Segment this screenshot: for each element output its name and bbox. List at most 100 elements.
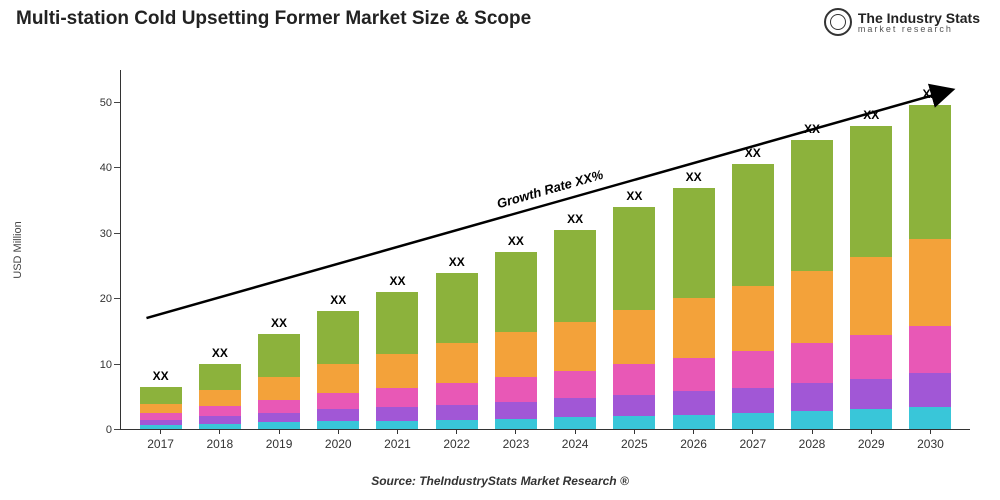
source-attribution: Source: TheIndustryStats Market Research… [0,474,1000,488]
bar-segment [791,271,833,343]
stacked-bar [317,311,359,429]
bar-group: XX2018 [190,346,249,429]
y-axis: 01020304050 [80,70,120,430]
bars-container: XX2017XX2018XX2019XX2020XX2021XX2022XX20… [121,70,970,429]
y-tick-label: 20 [100,293,112,305]
x-tick-mark [752,429,753,434]
x-tick-mark [456,429,457,434]
bar-segment [909,373,951,407]
y-tick-label: 50 [100,97,112,109]
x-tick-mark [515,429,516,434]
y-tick-label: 30 [100,228,112,240]
stacked-bar [140,387,182,429]
bar-segment [436,420,478,429]
bar-segment [436,273,478,343]
bar-segment [554,417,596,429]
bar-group: XX2025 [605,189,664,429]
bar-group: XX2020 [309,293,368,429]
bar-group: XX2019 [249,316,308,429]
y-tick-label: 0 [106,424,112,436]
bar-group: XX2021 [368,274,427,429]
x-tick-label: 2027 [739,437,766,451]
x-tick-label: 2022 [443,437,470,451]
x-tick-mark [397,429,398,434]
stacked-bar [732,164,774,429]
chart-title: Multi-station Cold Upsetting Former Mark… [16,8,531,30]
bar-segment [791,343,833,383]
bar-group: XX2024 [546,212,605,429]
bar-segment [199,416,241,424]
bar-segment [850,257,892,336]
x-tick-mark [930,429,931,434]
y-tick-label: 10 [100,359,112,371]
bar-value-label: XX [922,87,938,101]
bar-segment [376,292,418,354]
bar-segment [909,407,951,429]
x-tick-label: 2018 [206,437,233,451]
x-tick-mark [812,429,813,434]
x-tick-mark [279,429,280,434]
x-tick-mark [575,429,576,434]
stacked-bar [436,273,478,429]
bar-segment [791,383,833,411]
bar-segment [554,398,596,417]
bar-segment [673,188,715,298]
brand-logo: The Industry Stats market research [824,8,980,36]
bar-segment [732,164,774,286]
logo-text-sub: market research [858,25,980,34]
stacked-bar [613,207,655,429]
bar-segment [258,400,300,413]
stacked-bar [909,105,951,429]
bar-segment [436,343,478,382]
bar-value-label: XX [626,189,642,203]
bar-segment [495,402,537,419]
x-tick-mark [634,429,635,434]
x-tick-label: 2025 [621,437,648,451]
chart-area: 01020304050 XX2017XX2018XX2019XX2020XX20… [80,70,970,430]
bar-segment [376,354,418,388]
stacked-bar [376,292,418,429]
stacked-bar [673,188,715,429]
x-tick-mark [693,429,694,434]
bar-segment [376,421,418,430]
bar-segment [732,286,774,351]
bar-group: XX2023 [486,234,545,429]
bar-segment [791,411,833,429]
bar-value-label: XX [330,293,346,307]
bar-segment [199,364,241,390]
bar-segment [554,322,596,371]
bar-segment [613,395,655,416]
stacked-bar [258,334,300,429]
bar-segment [732,413,774,429]
x-tick-mark [871,429,872,434]
bar-segment [376,388,418,408]
y-axis-label: USD Million [12,221,24,278]
bar-segment [613,310,655,364]
bar-segment [791,140,833,272]
x-tick-label: 2023 [503,437,530,451]
bar-segment [258,413,300,423]
bar-group: XX2028 [782,122,841,429]
bar-group: XX2029 [842,108,901,429]
x-tick-label: 2028 [799,437,826,451]
bar-segment [376,407,418,420]
bar-group: XX2030 [901,87,960,429]
bar-segment [673,298,715,358]
bar-segment [436,383,478,405]
bar-segment [317,393,359,409]
bar-segment [554,371,596,398]
bar-segment [140,404,182,414]
bar-segment [317,364,359,393]
bar-segment [732,351,774,388]
x-tick-mark [160,429,161,434]
bar-group: XX2026 [664,170,723,429]
bar-value-label: XX [686,170,702,184]
gear-icon [824,8,852,36]
bar-segment [909,105,951,239]
bar-segment [850,126,892,257]
bar-segment [732,388,774,414]
bar-segment [317,311,359,363]
bar-segment [258,334,300,377]
x-tick-label: 2026 [680,437,707,451]
bar-group: XX2017 [131,369,190,429]
